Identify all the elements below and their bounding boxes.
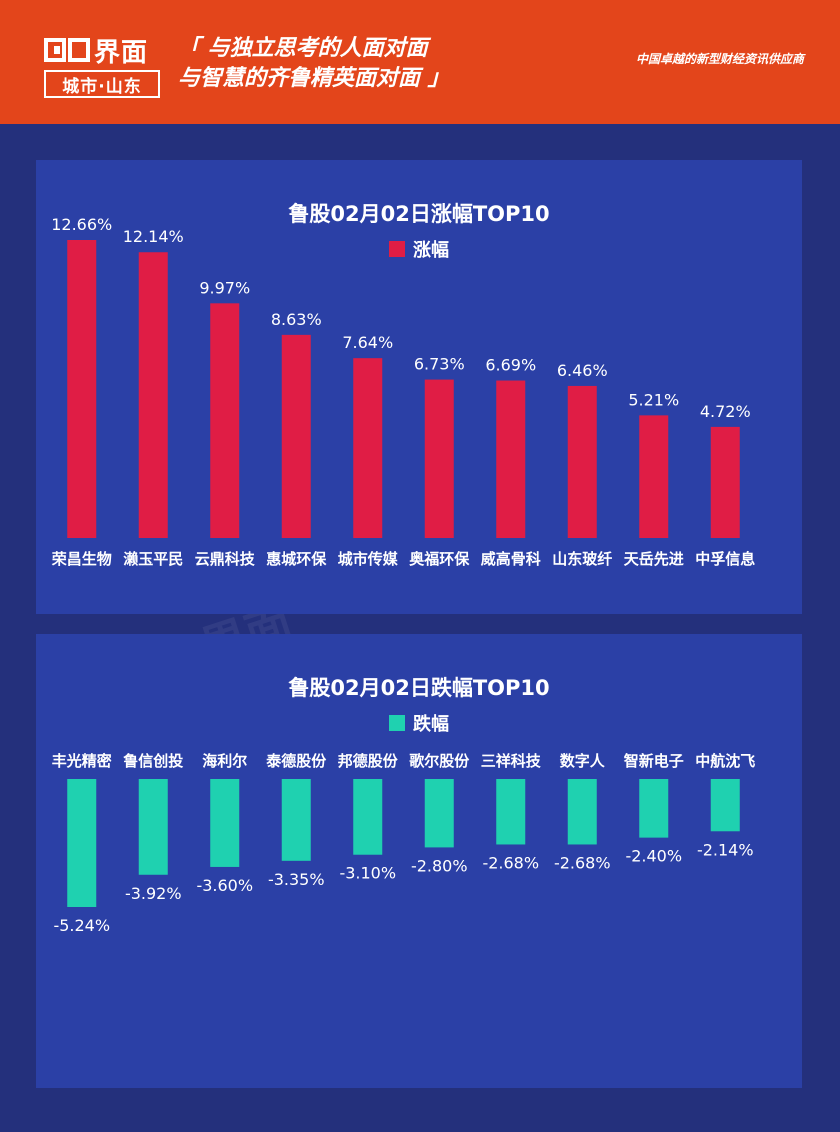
data-label: -3.35% [268, 870, 325, 889]
bar [67, 240, 97, 538]
logo-mark-icon [44, 37, 90, 63]
bar [496, 380, 526, 538]
data-label: 12.66% [51, 215, 112, 234]
data-label: 6.46% [557, 361, 608, 380]
data-label: 8.63% [271, 310, 322, 329]
category-label: 鲁信创投 [123, 752, 183, 770]
page-header: 界面 城市·山东 「 与独立思考的人面对面 与智慧的齐鲁精英面对面 」 中国卓越… [0, 0, 840, 124]
logo-subtitle: 城市·山东 [44, 70, 160, 98]
legend-label: 跌幅 [413, 714, 449, 735]
jiemian-logo: 界面 城市·山东 [44, 34, 160, 98]
category-label: 泰德股份 [265, 752, 327, 770]
data-label: 7.64% [342, 333, 393, 352]
category-label: 惠城环保 [266, 550, 327, 568]
category-label: 中孚信息 [695, 550, 755, 568]
bar [210, 779, 240, 867]
losers-panel: 鲁股02月02日跌幅TOP10 跌幅 -5.24% 丰光精密 -3.92% 鲁信创投 -… [36, 634, 802, 1088]
data-label: -5.24% [53, 916, 110, 935]
bar [639, 779, 669, 838]
category-label: 濑玉平民 [123, 550, 183, 568]
legend-label: 涨幅 [413, 240, 449, 261]
category-label: 数字人 [560, 752, 606, 770]
bar [496, 779, 526, 845]
gainers-panel: 鲁股02月02日涨幅TOP10 涨幅 12.66% 荣昌生物 12.14% 濑玉平民 9… [36, 160, 802, 614]
bar [710, 779, 740, 832]
gainers-chart: 12.66% 荣昌生物 12.14% 濑玉平民 9.97% 云鼎科技 8.63% 惠城环保 7.… [51, 215, 756, 568]
data-label: 6.69% [485, 356, 536, 375]
data-label: -2.68% [482, 853, 539, 872]
data-label: 9.97% [199, 278, 250, 297]
chart-title: 鲁股02月02日涨幅TOP10 [288, 202, 550, 226]
category-label: 三祥科技 [481, 752, 542, 770]
data-label: 4.72% [700, 402, 751, 421]
slogan: 「 与独立思考的人面对面 与智慧的齐鲁精英面对面 」 [178, 34, 518, 94]
category-label: 智新电子 [624, 752, 684, 770]
bar [567, 779, 597, 845]
tagline: 中国卓越的新型财经资讯供应商 [635, 52, 804, 66]
bar [353, 358, 383, 538]
category-label: 荣昌生物 [51, 550, 112, 568]
category-label: 奥福环保 [409, 550, 470, 568]
category-label: 歌尔股份 [409, 752, 470, 770]
bar [281, 334, 311, 538]
chart-title: 鲁股02月02日跌幅TOP10 [288, 676, 550, 700]
legend-swatch [389, 715, 405, 731]
bar [424, 779, 454, 848]
data-label: -3.92% [125, 884, 182, 903]
data-label: -3.60% [196, 876, 253, 895]
chart-legend: 跌幅 [36, 710, 802, 736]
bar [138, 252, 168, 539]
data-label: -2.80% [411, 856, 468, 875]
category-label: 山东玻纤 [552, 550, 612, 568]
slogan-line-1: 「 与独立思考的人面对面 [178, 36, 428, 61]
category-label: 威高骨科 [481, 550, 541, 568]
category-label: 海利尔 [202, 752, 247, 770]
category-label: 天岳先进 [624, 550, 684, 568]
data-label: 6.73% [414, 355, 465, 374]
bar [67, 779, 97, 907]
bar [639, 415, 669, 538]
bar [424, 379, 454, 538]
chart-legend: 涨幅 [36, 236, 802, 262]
data-label: -3.10% [339, 864, 396, 883]
category-label: 邦德股份 [338, 752, 399, 770]
legend-swatch [389, 241, 405, 257]
logo-brand-text: 界面 [94, 37, 149, 68]
losers-chart: -5.24% 丰光精密 -3.92% 鲁信创投 -3.60% 海利尔 -3.35% 泰德股份 -… [52, 752, 756, 935]
data-label: -2.14% [697, 840, 754, 859]
category-label: 城市传媒 [338, 550, 399, 568]
bar [138, 779, 168, 875]
bar [210, 303, 240, 538]
category-label: 中航沈飞 [695, 752, 755, 770]
category-label: 云鼎科技 [195, 550, 256, 568]
category-label: 丰光精密 [52, 752, 112, 770]
bar [710, 426, 740, 538]
bar [567, 385, 597, 538]
data-label: -2.68% [554, 853, 611, 872]
bar [353, 779, 383, 855]
bar [281, 779, 311, 861]
data-label: 12.14% [123, 227, 184, 246]
slogan-line-2: 与智慧的齐鲁精英面对面 」 [178, 66, 450, 91]
data-label: 5.21% [628, 390, 679, 409]
data-label: -2.40% [625, 847, 682, 866]
